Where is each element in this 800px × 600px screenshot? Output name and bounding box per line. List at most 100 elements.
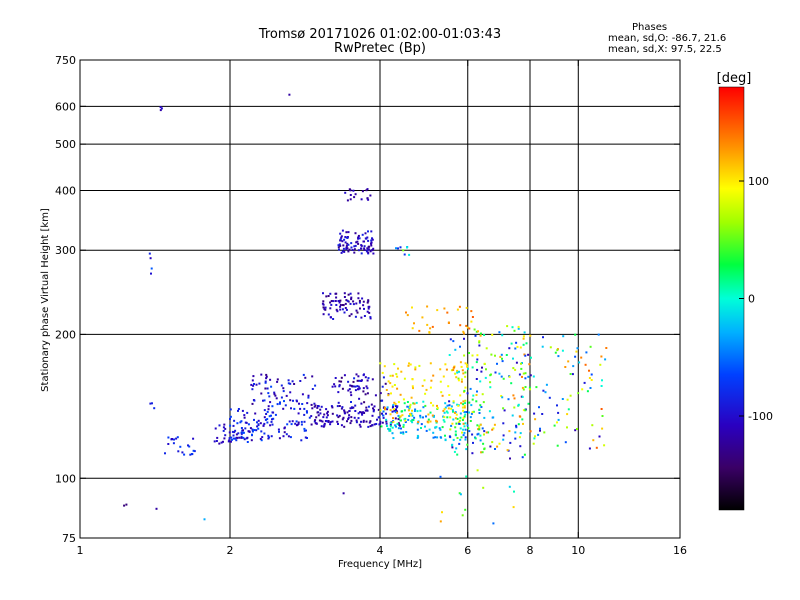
scatter-point (458, 442, 461, 445)
scatter-point (251, 388, 254, 391)
x-tick-label: 8 (527, 544, 534, 557)
scatter-point (343, 296, 346, 298)
scatter-point (525, 342, 528, 345)
scatter-point (439, 436, 442, 439)
scatter-point (450, 369, 453, 372)
scatter-point (476, 469, 479, 472)
scatter-point (476, 358, 479, 361)
scatter-point (463, 415, 466, 418)
scatter-point (337, 300, 340, 302)
scatter-point (451, 409, 454, 412)
scatter-point (365, 385, 368, 388)
scatter-point (320, 425, 323, 428)
scatter-point (463, 337, 465, 340)
scatter-point (348, 414, 351, 417)
scatter-point (556, 444, 559, 447)
scatter-point (402, 249, 405, 252)
scatter-point (514, 368, 517, 371)
scatter-point (393, 363, 396, 366)
scatter-point (524, 372, 527, 375)
scatter-point (468, 411, 470, 414)
scatter-point (468, 327, 471, 330)
scatter-point (498, 372, 501, 375)
scatter-point (511, 326, 514, 329)
scatter-point (338, 385, 341, 388)
scatter-point (176, 436, 179, 439)
scatter-point (477, 330, 479, 333)
scatter-point (289, 436, 292, 439)
scatter-point (440, 391, 443, 394)
scatter-point (482, 401, 485, 404)
scatter-point (276, 403, 279, 406)
scatter-point (494, 354, 496, 357)
scatter-point (481, 393, 484, 396)
scatter-point (498, 331, 501, 334)
scatter-point (534, 418, 537, 421)
scatter-point (475, 330, 478, 333)
scatter-point (470, 310, 473, 313)
scatter-point (371, 424, 374, 427)
scatter-point (351, 249, 354, 251)
scatter-point (524, 386, 527, 388)
scatter-point (524, 354, 527, 357)
scatter-point (459, 493, 462, 496)
scatter-point (389, 413, 392, 416)
scatter-point (419, 409, 422, 412)
scatter-point (597, 333, 600, 336)
scatter-point (409, 414, 412, 417)
scatter-point (442, 409, 445, 412)
scatter-point (347, 243, 350, 246)
scatter-point (235, 433, 238, 436)
scatter-point (385, 418, 388, 421)
scatter-point (465, 475, 468, 478)
scatter-point (282, 435, 285, 438)
scatter-point (357, 388, 360, 391)
scatter-point (329, 316, 332, 319)
colorbar-unit: [deg] (717, 71, 752, 86)
scatter-point (383, 406, 386, 409)
scatter-point (459, 394, 462, 397)
phases-x-mode-stats: mean, sd,X: 97.5, 22.5 (608, 44, 722, 55)
scatter-point (379, 422, 382, 425)
scatter-point (287, 379, 290, 382)
scatter-point (329, 421, 332, 424)
chart-subtitle: RwPretec (Bp) (333, 41, 427, 56)
scatter-point (406, 405, 409, 408)
scatter-point (480, 406, 483, 408)
scatter-point (590, 379, 593, 381)
scatter-point (316, 406, 319, 409)
scatter-point (337, 423, 339, 425)
scatter-point (459, 427, 462, 430)
scatter-point (446, 311, 449, 314)
scatter-point (253, 418, 255, 421)
scatter-point (339, 308, 342, 311)
scatter-point (370, 230, 373, 233)
scatter-point (464, 402, 467, 405)
scatter-point (439, 368, 442, 371)
scatter-point (383, 365, 386, 368)
scatter-point (461, 514, 464, 517)
scatter-point (340, 380, 343, 383)
scatter-point (360, 420, 362, 423)
scatter-point (419, 414, 422, 417)
scatter-point (467, 367, 469, 370)
scatter-point (251, 428, 254, 431)
scatter-point (389, 428, 392, 431)
scatter-point (588, 447, 591, 450)
scatter-point (267, 405, 270, 408)
scatter-point (522, 335, 525, 338)
scatter-point (443, 411, 446, 414)
scatter-point (578, 361, 581, 364)
scatter-point (175, 437, 178, 440)
scatter-point (459, 438, 462, 441)
scatter-point (234, 437, 237, 440)
scatter-point (501, 396, 504, 399)
scatter-point (478, 341, 481, 344)
scatter-point (261, 436, 264, 439)
scatter-point (299, 407, 302, 410)
scatter-point (249, 427, 252, 430)
scatter-point (604, 358, 607, 361)
scatter-point (230, 436, 233, 439)
scatter-point (410, 412, 413, 415)
scatter-point (307, 396, 310, 399)
